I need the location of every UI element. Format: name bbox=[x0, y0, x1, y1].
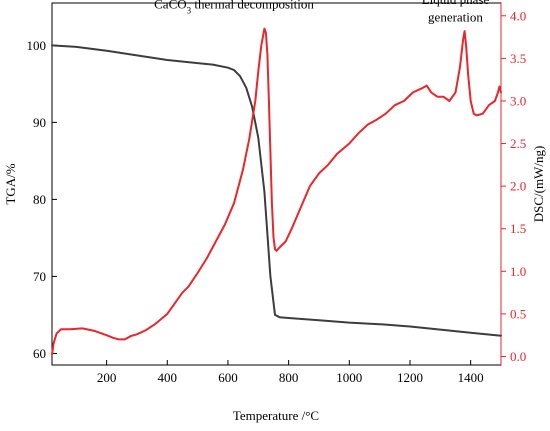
dsc-series-line bbox=[51, 27, 502, 356]
left-y-tick-label: 90 bbox=[33, 115, 46, 130]
right-y-tick-label: 1.5 bbox=[510, 221, 526, 236]
left-y-tick-label: 100 bbox=[27, 38, 47, 53]
right-y-tick-label: 1.0 bbox=[510, 264, 526, 279]
x-tick-label: 200 bbox=[97, 370, 117, 385]
right-y-tick-label: 2.5 bbox=[510, 136, 526, 151]
x-tick-label: 800 bbox=[279, 370, 299, 385]
right-y-tick-label: 3.0 bbox=[510, 93, 526, 108]
left-y-axis-title: TGA/% bbox=[3, 163, 18, 204]
x-axis-ticks: 200 400 600 800 1000 1200 1400 bbox=[97, 360, 484, 385]
left-y-tick-label: 80 bbox=[33, 192, 46, 207]
annotation-label: CaCO3 thermal decomposition bbox=[154, 0, 314, 15]
annotations: CaCO3 thermal decomposition Liquid phase g… bbox=[154, 0, 489, 24]
series-layer bbox=[51, 27, 502, 356]
right-y-tick-label: 4.0 bbox=[510, 8, 526, 23]
plot-area bbox=[51, 2, 502, 366]
x-tick-label: 400 bbox=[158, 370, 178, 385]
plot-frame bbox=[51, 2, 502, 366]
right-y-axis-ticks: 0.0 0.5 1.0 1.5 2.0 2.5 3.0 3.5 4.0 bbox=[501, 8, 526, 364]
right-y-tick-label: 0.0 bbox=[510, 349, 526, 364]
right-y-tick-label: 2.0 bbox=[510, 179, 526, 194]
x-tick-label: 600 bbox=[218, 370, 238, 385]
x-tick-label: 1200 bbox=[397, 370, 423, 385]
tga-series-line bbox=[51, 44, 502, 337]
left-y-tick-label: 70 bbox=[33, 269, 46, 284]
right-y-axis-title: DSC/(mW/ng) bbox=[531, 146, 546, 223]
left-y-tick-label: 60 bbox=[33, 346, 46, 361]
x-axis-title: Temperature /°C bbox=[233, 408, 319, 423]
left-y-axis-ticks: 60 70 80 90 100 bbox=[27, 38, 57, 361]
x-tick-label: 1000 bbox=[336, 370, 362, 385]
x-tick-label: 1400 bbox=[458, 370, 484, 385]
right-y-tick-label: 0.5 bbox=[510, 306, 526, 321]
right-y-tick-label: 3.5 bbox=[510, 51, 526, 66]
annotation-label: generation bbox=[428, 9, 483, 24]
annotation-label: Liquid phase bbox=[422, 0, 490, 7]
